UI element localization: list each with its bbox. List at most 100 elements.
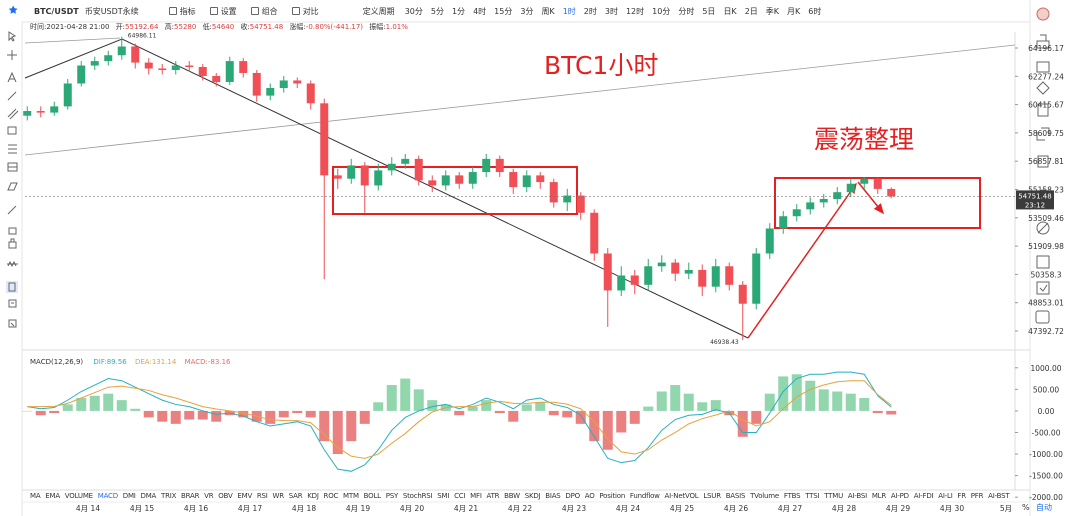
- indicator-tab[interactable]: BIAS: [545, 492, 561, 500]
- indicator-tab[interactable]: Position: [599, 492, 626, 500]
- indicator-tab[interactable]: BOLL: [363, 492, 381, 500]
- candle-body: [50, 106, 59, 113]
- indicator-tab[interactable]: LSUR: [703, 492, 721, 500]
- indicator-tab[interactable]: ATR: [486, 492, 500, 500]
- indicator-tab[interactable]: TVolume: [750, 492, 780, 500]
- indicator-tab[interactable]: PSY: [385, 492, 399, 500]
- macd-bar: [211, 410, 222, 422]
- candle-body: [320, 103, 329, 176]
- macd-bar: [616, 410, 627, 433]
- indicator-tab[interactable]: Fundflow: [629, 492, 660, 500]
- candle-body: [293, 80, 302, 84]
- macd-line: [27, 380, 892, 459]
- period-button[interactable]: 10分: [652, 6, 671, 16]
- candle-body: [239, 61, 248, 73]
- custom-period[interactable]: 定义周期: [362, 6, 395, 16]
- footer-percent[interactable]: %: [1022, 503, 1030, 512]
- indicator-tab[interactable]: AI-BSI: [847, 492, 867, 500]
- indicator-tab[interactable]: BRAR: [181, 492, 200, 500]
- candle-body: [185, 65, 194, 68]
- indicator-tab[interactable]: MFI: [470, 492, 482, 500]
- period-button[interactable]: 4时: [473, 6, 487, 16]
- period-button[interactable]: 1分: [451, 6, 466, 16]
- indicator-tab[interactable]: AI-PD: [890, 492, 909, 500]
- indicator-tab[interactable]: DPO: [565, 492, 580, 500]
- period-button[interactable]: 分时: [678, 6, 695, 16]
- period-button[interactable]: 月K: [787, 6, 801, 16]
- period-button[interactable]: 2时: [583, 6, 597, 16]
- indicator-tab[interactable]: AI-FDI: [913, 492, 934, 500]
- period-button[interactable]: 6时: [808, 6, 822, 16]
- indicator-tab[interactable]: MA: [30, 492, 41, 500]
- macd-bar: [805, 380, 816, 411]
- candle-body: [657, 262, 666, 267]
- info-label: 开:: [116, 23, 125, 31]
- indicator-tab[interactable]: SAR: [288, 492, 303, 500]
- candle-body: [752, 253, 761, 304]
- info-value: 55280: [174, 23, 196, 31]
- indicator-tab[interactable]: AO: [584, 492, 595, 500]
- indicator-tab[interactable]: DMI: [122, 492, 136, 500]
- candle-body: [468, 172, 477, 184]
- indicator-tab[interactable]: TTMU: [824, 492, 843, 500]
- indicator-tab[interactable]: FTBS: [783, 492, 801, 500]
- period-button[interactable]: 15分: [494, 6, 513, 16]
- indicator-tab[interactable]: SKDJ: [524, 492, 541, 500]
- footer-auto[interactable]: 自动: [1036, 502, 1052, 512]
- indicator-tab[interactable]: SMI: [437, 492, 450, 500]
- indicator-tab[interactable]: AI-NetVOL: [664, 492, 699, 500]
- exchange: 币安USDT永续: [84, 6, 139, 16]
- macd-bar: [548, 410, 559, 416]
- indicator-tab[interactable]: FR: [957, 492, 966, 500]
- indicator-tab[interactable]: OBV: [218, 492, 233, 500]
- period-button[interactable]: 3时: [604, 6, 618, 16]
- tool-button[interactable]: 设置: [210, 7, 237, 16]
- indicator-tab[interactable]: AI-BST: [988, 492, 1010, 500]
- period-button[interactable]: 季K: [765, 6, 780, 16]
- indicator-tab[interactable]: EMA: [45, 492, 60, 500]
- info-value: 55192.64: [125, 23, 159, 31]
- indicator-tab[interactable]: BBW: [504, 492, 520, 500]
- indicator-tab[interactable]: CCI: [454, 492, 466, 500]
- indicator-tab[interactable]: VR: [204, 492, 214, 500]
- indicator-tab[interactable]: RSI: [256, 492, 268, 500]
- indicator-tab[interactable]: PFR: [970, 492, 984, 500]
- indicator-tab[interactable]: KDJ: [307, 492, 319, 500]
- tool-button[interactable]: 指标: [169, 7, 196, 16]
- period-button[interactable]: 5分: [430, 6, 444, 16]
- macd-bar: [467, 406, 478, 411]
- period-button[interactable]: 5日: [702, 6, 716, 16]
- period-button[interactable]: 周K: [541, 6, 555, 16]
- candle-body: [306, 83, 315, 104]
- x-tick-label: 4月 16: [184, 504, 208, 513]
- period-button[interactable]: 30分: [404, 6, 423, 16]
- macd-bar: [710, 400, 721, 411]
- period-button[interactable]: 1时: [562, 6, 576, 16]
- indicator-tab[interactable]: ROC: [323, 492, 339, 500]
- indicator-tab[interactable]: BASIS: [725, 492, 746, 500]
- period-button[interactable]: 3分: [520, 6, 534, 16]
- indicator-tab[interactable]: DMA: [140, 492, 157, 500]
- indicator-tab[interactable]: MACD: [97, 492, 118, 500]
- period-button[interactable]: 日K: [723, 6, 737, 16]
- star-icon[interactable]: [8, 5, 18, 14]
- candle-body: [617, 275, 626, 291]
- indicator-tab[interactable]: WR: [272, 492, 285, 500]
- indicator-tab[interactable]: MTM: [343, 492, 359, 500]
- tool-button[interactable]: 对比: [292, 7, 319, 16]
- period-button[interactable]: 12时: [625, 6, 645, 16]
- tool-button[interactable]: 组合: [251, 7, 278, 16]
- macd-bar: [22, 410, 33, 412]
- indicator-tab[interactable]: VOLUME: [64, 492, 93, 500]
- indicator-tab[interactable]: TRIX: [161, 492, 177, 500]
- symbol[interactable]: BTC/USDT: [34, 6, 79, 16]
- indicator-tab[interactable]: TTSI: [805, 492, 820, 500]
- indicator-tab[interactable]: MLR: [871, 492, 887, 500]
- candle-body: [887, 188, 896, 197]
- period-button[interactable]: 2日: [744, 6, 758, 16]
- candle-body: [266, 88, 275, 96]
- indicator-tab[interactable]: StochRSI: [402, 492, 433, 500]
- indicator-tab[interactable]: AI-LI: [938, 492, 953, 500]
- indicator-tab[interactable]: EMV: [237, 492, 253, 500]
- candle-body: [90, 61, 99, 66]
